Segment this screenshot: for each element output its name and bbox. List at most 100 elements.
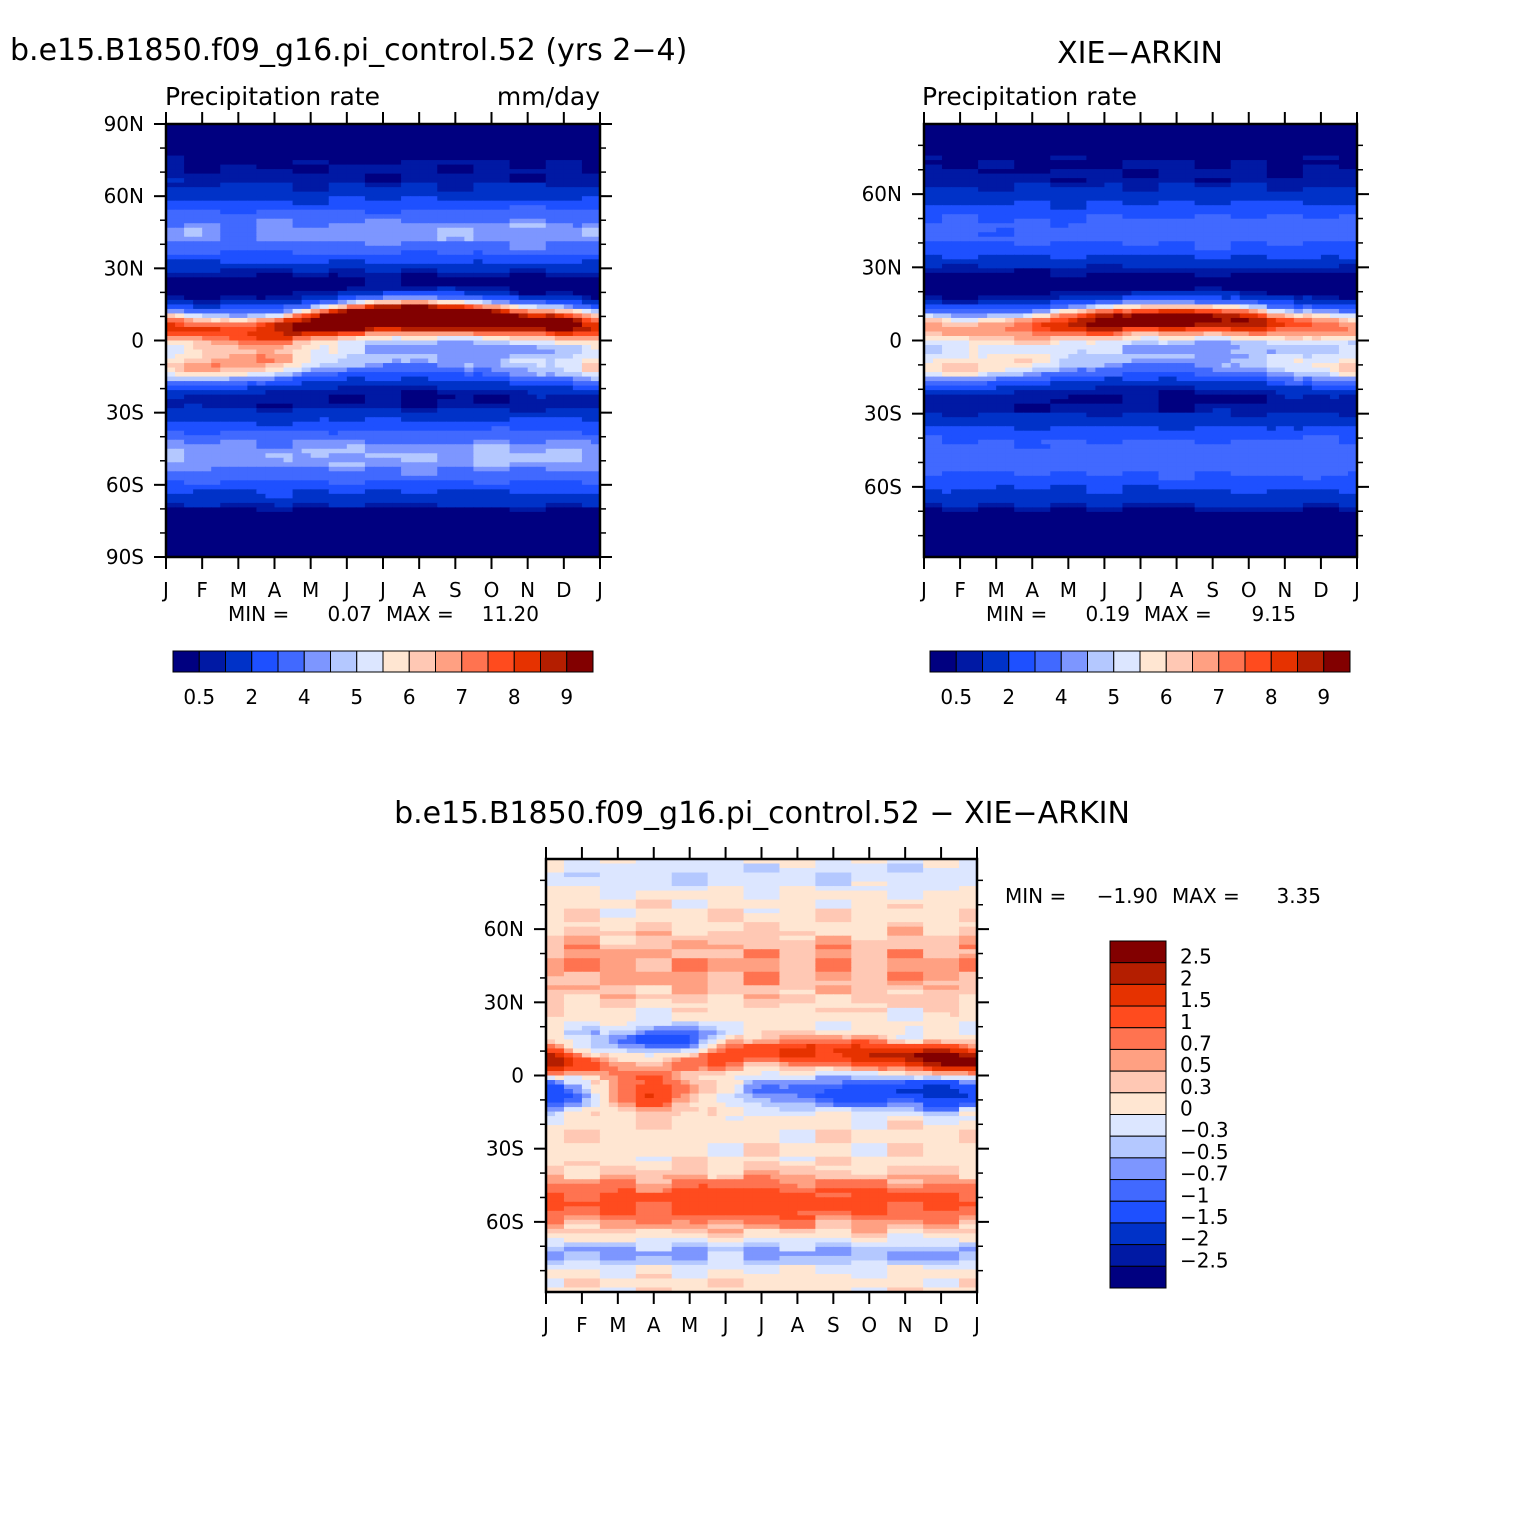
field-cell bbox=[545, 241, 556, 247]
field-cell bbox=[500, 326, 511, 333]
field-cell bbox=[473, 205, 484, 211]
field-cell bbox=[220, 259, 230, 265]
field-cell bbox=[301, 317, 312, 324]
field-cell bbox=[590, 245, 601, 251]
field-cell bbox=[428, 502, 438, 508]
field-cell bbox=[392, 272, 402, 278]
field-cell bbox=[229, 146, 239, 152]
field-cell bbox=[509, 227, 520, 233]
field-cell bbox=[301, 133, 312, 139]
field-cell bbox=[346, 525, 357, 531]
field-cell bbox=[373, 322, 384, 328]
field-cell bbox=[211, 331, 221, 337]
field-cell bbox=[256, 178, 267, 184]
field-cell bbox=[247, 376, 258, 382]
field-cell bbox=[310, 381, 321, 387]
field-cell bbox=[1086, 142, 1096, 148]
field-cell bbox=[319, 511, 330, 518]
field-cell bbox=[319, 394, 330, 400]
field-cell bbox=[184, 390, 194, 396]
field-cell bbox=[500, 160, 511, 166]
field-cell bbox=[437, 399, 447, 405]
field-cell bbox=[229, 475, 239, 481]
field-cell bbox=[211, 250, 221, 256]
field-cell bbox=[175, 435, 185, 441]
field-cell bbox=[175, 444, 185, 450]
field-cell bbox=[527, 421, 538, 427]
field-cell bbox=[283, 326, 294, 333]
field-cell bbox=[518, 534, 529, 540]
field-cell bbox=[283, 412, 294, 418]
field-cell bbox=[563, 534, 574, 540]
field-cell bbox=[581, 308, 592, 315]
field-cell bbox=[301, 218, 312, 224]
field-cell bbox=[319, 254, 330, 260]
field-cell bbox=[563, 250, 574, 256]
field-cell bbox=[482, 128, 493, 134]
field-cell bbox=[265, 480, 276, 486]
field-cell bbox=[437, 390, 447, 396]
field-cell bbox=[184, 493, 194, 499]
field-cell bbox=[337, 408, 348, 414]
field-cell bbox=[410, 354, 420, 360]
field-cell bbox=[500, 290, 511, 296]
field-cell bbox=[211, 493, 221, 499]
field-cell bbox=[355, 133, 366, 139]
field-cell bbox=[310, 317, 321, 324]
field-cell bbox=[464, 421, 475, 427]
field-cell bbox=[220, 250, 230, 256]
field-cell bbox=[310, 308, 321, 315]
field-cell bbox=[581, 408, 592, 414]
field-cell bbox=[563, 209, 574, 215]
field-cell bbox=[220, 277, 230, 283]
field-cell bbox=[446, 182, 456, 188]
field-cell bbox=[229, 426, 239, 432]
field-cell bbox=[319, 236, 330, 242]
field-cell bbox=[518, 295, 529, 301]
field-cell bbox=[473, 322, 484, 328]
field-cell bbox=[247, 367, 258, 373]
field-cell bbox=[527, 403, 538, 409]
field-cell bbox=[563, 155, 574, 161]
field-cell bbox=[428, 426, 438, 432]
field-cell bbox=[572, 214, 583, 220]
field-cell bbox=[437, 552, 447, 558]
field-cell bbox=[166, 268, 176, 274]
field-cell bbox=[229, 520, 239, 527]
field-cell bbox=[319, 268, 330, 274]
field-cell bbox=[238, 385, 248, 391]
field-cell bbox=[238, 444, 248, 450]
field-cell bbox=[328, 399, 339, 405]
field-cell bbox=[491, 124, 502, 130]
field-cell bbox=[220, 462, 230, 468]
field-cell bbox=[166, 263, 176, 269]
field-cell bbox=[202, 471, 212, 477]
field-cell bbox=[518, 498, 529, 504]
field-cell bbox=[581, 394, 592, 400]
field-cell bbox=[265, 142, 276, 148]
field-cell bbox=[211, 124, 221, 130]
field-cell bbox=[987, 133, 997, 139]
field-cell bbox=[265, 205, 276, 211]
field-cell bbox=[283, 484, 294, 490]
field-cell bbox=[256, 295, 267, 301]
field-cell bbox=[491, 462, 502, 468]
field-cell bbox=[256, 498, 267, 504]
field-cell bbox=[446, 308, 456, 315]
field-cell bbox=[383, 417, 393, 423]
field-cell bbox=[373, 363, 384, 369]
field-cell bbox=[346, 295, 357, 301]
field-cell bbox=[527, 435, 538, 441]
field-cell bbox=[184, 475, 194, 481]
field-cell bbox=[563, 133, 574, 139]
field-cell bbox=[256, 394, 267, 400]
field-cell bbox=[554, 335, 565, 342]
field-cell bbox=[500, 128, 511, 134]
field-cell bbox=[428, 421, 438, 427]
field-cell bbox=[563, 475, 574, 481]
field-cell bbox=[355, 218, 366, 224]
field-cell bbox=[193, 187, 203, 193]
field-cell bbox=[229, 218, 239, 224]
field-cell bbox=[581, 354, 592, 360]
field-cell bbox=[175, 453, 185, 459]
